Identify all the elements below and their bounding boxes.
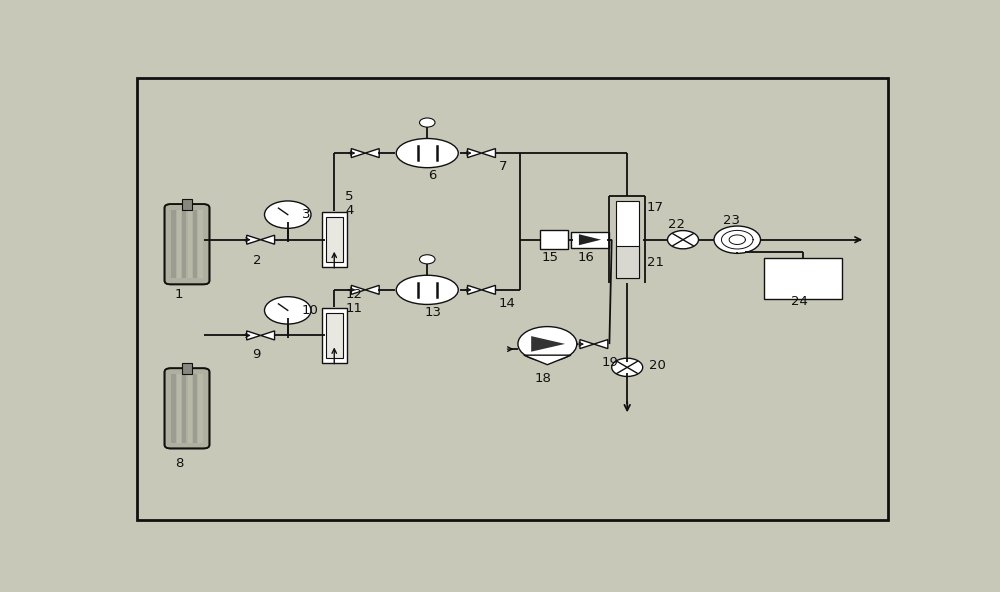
Polygon shape bbox=[482, 149, 495, 157]
Bar bbox=[182, 199, 192, 210]
Text: 3: 3 bbox=[302, 208, 310, 221]
Polygon shape bbox=[594, 340, 608, 349]
Text: 9: 9 bbox=[253, 348, 261, 361]
Text: 18: 18 bbox=[535, 372, 552, 385]
Text: 11: 11 bbox=[345, 301, 362, 314]
Polygon shape bbox=[468, 285, 482, 294]
Polygon shape bbox=[365, 285, 379, 294]
Circle shape bbox=[714, 226, 761, 253]
Bar bbox=[326, 217, 343, 262]
Polygon shape bbox=[468, 149, 482, 157]
Text: 16: 16 bbox=[578, 252, 595, 265]
Text: 10: 10 bbox=[302, 304, 319, 317]
Text: 6: 6 bbox=[428, 169, 437, 182]
Polygon shape bbox=[524, 355, 571, 365]
Text: 22: 22 bbox=[668, 218, 685, 231]
Text: 5: 5 bbox=[345, 190, 354, 203]
Text: 15: 15 bbox=[541, 252, 558, 265]
Polygon shape bbox=[351, 149, 365, 157]
Bar bbox=[540, 230, 568, 249]
Polygon shape bbox=[247, 331, 261, 340]
Ellipse shape bbox=[396, 139, 458, 168]
Polygon shape bbox=[482, 285, 495, 294]
Text: 4: 4 bbox=[345, 204, 353, 217]
Circle shape bbox=[518, 327, 577, 361]
Ellipse shape bbox=[396, 275, 458, 304]
Bar bbox=[764, 258, 842, 299]
Polygon shape bbox=[580, 340, 594, 349]
Polygon shape bbox=[365, 149, 379, 157]
Circle shape bbox=[612, 358, 643, 377]
Text: 7: 7 bbox=[499, 160, 507, 173]
Polygon shape bbox=[261, 331, 275, 340]
Text: 20: 20 bbox=[649, 359, 666, 372]
FancyBboxPatch shape bbox=[165, 204, 209, 284]
Polygon shape bbox=[351, 285, 365, 294]
Circle shape bbox=[420, 255, 435, 264]
Text: 19: 19 bbox=[602, 356, 618, 369]
Polygon shape bbox=[261, 235, 275, 244]
Polygon shape bbox=[247, 235, 261, 244]
Bar bbox=[322, 213, 347, 267]
Text: 23: 23 bbox=[723, 214, 740, 227]
Circle shape bbox=[420, 118, 435, 127]
Text: 12: 12 bbox=[345, 288, 362, 301]
Bar bbox=[616, 246, 639, 278]
Polygon shape bbox=[531, 336, 565, 352]
Circle shape bbox=[264, 297, 311, 324]
Text: 21: 21 bbox=[647, 256, 664, 269]
Bar bbox=[326, 313, 343, 358]
Text: 13: 13 bbox=[424, 306, 441, 319]
Text: 8: 8 bbox=[175, 456, 183, 469]
Bar bbox=[182, 363, 192, 374]
Text: 2: 2 bbox=[252, 254, 261, 267]
Circle shape bbox=[668, 230, 698, 249]
Bar bbox=[571, 231, 609, 247]
Text: 1: 1 bbox=[175, 288, 184, 301]
Circle shape bbox=[264, 201, 311, 229]
Polygon shape bbox=[579, 234, 601, 245]
Bar bbox=[322, 308, 347, 363]
Bar bbox=[616, 201, 639, 278]
Text: 24: 24 bbox=[791, 295, 808, 308]
Text: 14: 14 bbox=[499, 297, 515, 310]
FancyBboxPatch shape bbox=[165, 368, 209, 449]
Text: 17: 17 bbox=[647, 201, 664, 214]
